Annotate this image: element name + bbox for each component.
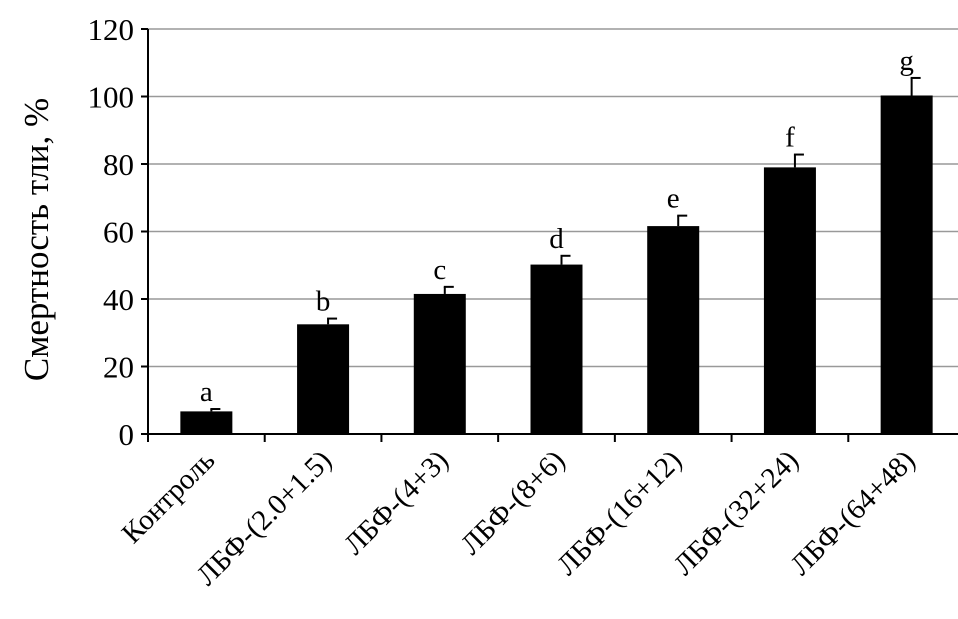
gridlines [148,28,958,368]
y-tick-label: 120 [88,12,135,47]
bar [180,411,233,434]
significance-letter: b [316,286,331,318]
x-category-label: ЛБФ-(8+6) [455,444,572,561]
significance-letter: c [433,254,446,286]
y-tick-label: 0 [119,417,135,452]
significance-letter: g [899,45,914,77]
significance-letter: f [785,122,795,154]
x-category-label: ЛБФ-(32+24) [668,444,805,581]
x-category-label: ЛБФ-(16+12) [551,444,688,581]
significance-letter: e [667,183,680,215]
bar [297,324,350,434]
bar [647,226,700,434]
bars [180,76,933,435]
significance-letter: d [549,223,564,255]
x-category-label: Контроль [116,444,222,550]
y-axis-title: Смертность тли, % [17,98,56,381]
significance-letter: a [200,376,213,408]
bar [530,264,583,434]
bar [763,167,816,434]
y-tick-label: 80 [103,147,134,182]
y-tick-label: 40 [103,282,134,317]
bar [413,293,466,434]
y-tick-label: 100 [88,80,135,115]
x-category-label: ЛБФ-(4+3) [338,444,455,561]
x-category-label: ЛБФ-(64+48) [784,444,921,581]
y-tick-label: 20 [103,350,134,385]
significance-letters: a b c d e f g [200,45,914,408]
y-axis-ticks: 0 20 40 60 80 100 120 [88,12,148,452]
bar [880,95,933,435]
y-tick-label: 60 [103,215,134,250]
